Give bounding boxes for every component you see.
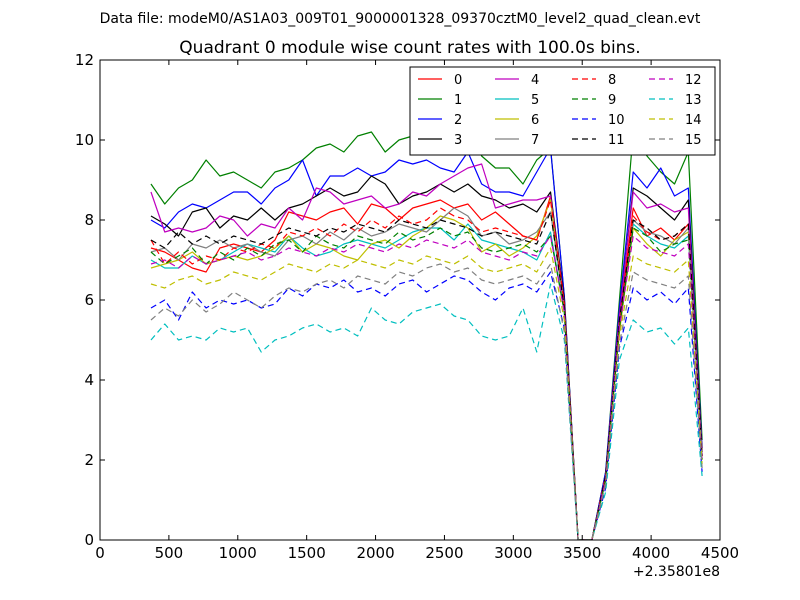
- chart-title: Quadrant 0 module wise count rates with …: [179, 38, 640, 58]
- legend-entry-0: 0: [418, 73, 462, 88]
- series-line-8: [150, 199, 703, 540]
- series-line-11: [150, 211, 703, 540]
- x-tick-label: 0: [95, 544, 105, 562]
- figure-suptitle: Data file: modeM0/AS1A03_009T01_90000013…: [100, 11, 701, 27]
- x-tick-label: 1500: [288, 544, 326, 562]
- axes: 0 500 1000 1500 2000 2500 3000 3500 4000 4500 0 2 4 6…: [75, 51, 739, 562]
- x-tick-label: 2000: [356, 544, 394, 562]
- legend-label: 4: [531, 73, 539, 88]
- y-tick-label: 12: [75, 51, 94, 69]
- legend-entry-5: 5: [495, 93, 539, 108]
- legend-label: 14: [685, 113, 702, 128]
- y-tick-label: 8: [84, 211, 94, 229]
- legend-entry-1: 1: [418, 93, 462, 108]
- legend-label: 15: [685, 133, 702, 148]
- legend-label: 1: [454, 93, 462, 108]
- series-lines: [150, 119, 703, 540]
- legend-entry-12: 12: [649, 73, 702, 88]
- series-line-15: [150, 263, 703, 540]
- legend-entry-7: 7: [495, 133, 539, 148]
- legend-box: [409, 66, 716, 156]
- x-tick-label: 3000: [494, 544, 532, 562]
- series-line-10: [150, 271, 703, 540]
- legend-entry-13: 13: [649, 93, 702, 108]
- legend-label: 3: [454, 133, 462, 148]
- x-tick-label: 1000: [219, 544, 257, 562]
- x-tick-label: 4000: [632, 544, 670, 562]
- legend-entry-8: 8: [572, 73, 616, 88]
- plot-area: [150, 119, 703, 540]
- legend-label: 5: [531, 93, 539, 108]
- legend-label: 7: [531, 133, 539, 148]
- legend-entry-15: 15: [649, 133, 702, 148]
- y-tick-label: 10: [75, 131, 94, 149]
- legend-label: 13: [685, 93, 702, 108]
- legend-label: 9: [608, 93, 616, 108]
- legend-entry-9: 9: [572, 93, 616, 108]
- legend-entry-2: 2: [418, 113, 462, 128]
- legend-entry-10: 10: [572, 113, 625, 128]
- x-tick-label: 4500: [701, 544, 739, 562]
- y-tick-label: 4: [84, 371, 94, 389]
- y-tick-label: 0: [84, 531, 94, 549]
- x-tick-label: 500: [155, 544, 184, 562]
- x-tick-label: 2500: [425, 544, 463, 562]
- x-tick-label: 3500: [563, 544, 601, 562]
- x-axis-offset-label: +2.35801e8: [633, 564, 720, 580]
- legend-label: 0: [454, 73, 462, 88]
- series-line-13: [150, 283, 703, 540]
- legend-entry-6: 6: [495, 113, 539, 128]
- legend-entry-14: 14: [649, 113, 702, 128]
- legend-label: 12: [685, 73, 702, 88]
- legend-entry-11: 11: [572, 133, 625, 148]
- legend-label: 2: [454, 113, 462, 128]
- y-tick-label: 2: [84, 451, 94, 469]
- legend-label: 10: [608, 113, 625, 128]
- legend-entry-3: 3: [418, 133, 462, 148]
- legend-entry-4: 4: [495, 73, 539, 88]
- legend-label: 8: [608, 73, 616, 88]
- legend-label: 11: [608, 133, 625, 148]
- y-tick-label: 6: [84, 291, 94, 309]
- legend-label: 6: [531, 113, 539, 128]
